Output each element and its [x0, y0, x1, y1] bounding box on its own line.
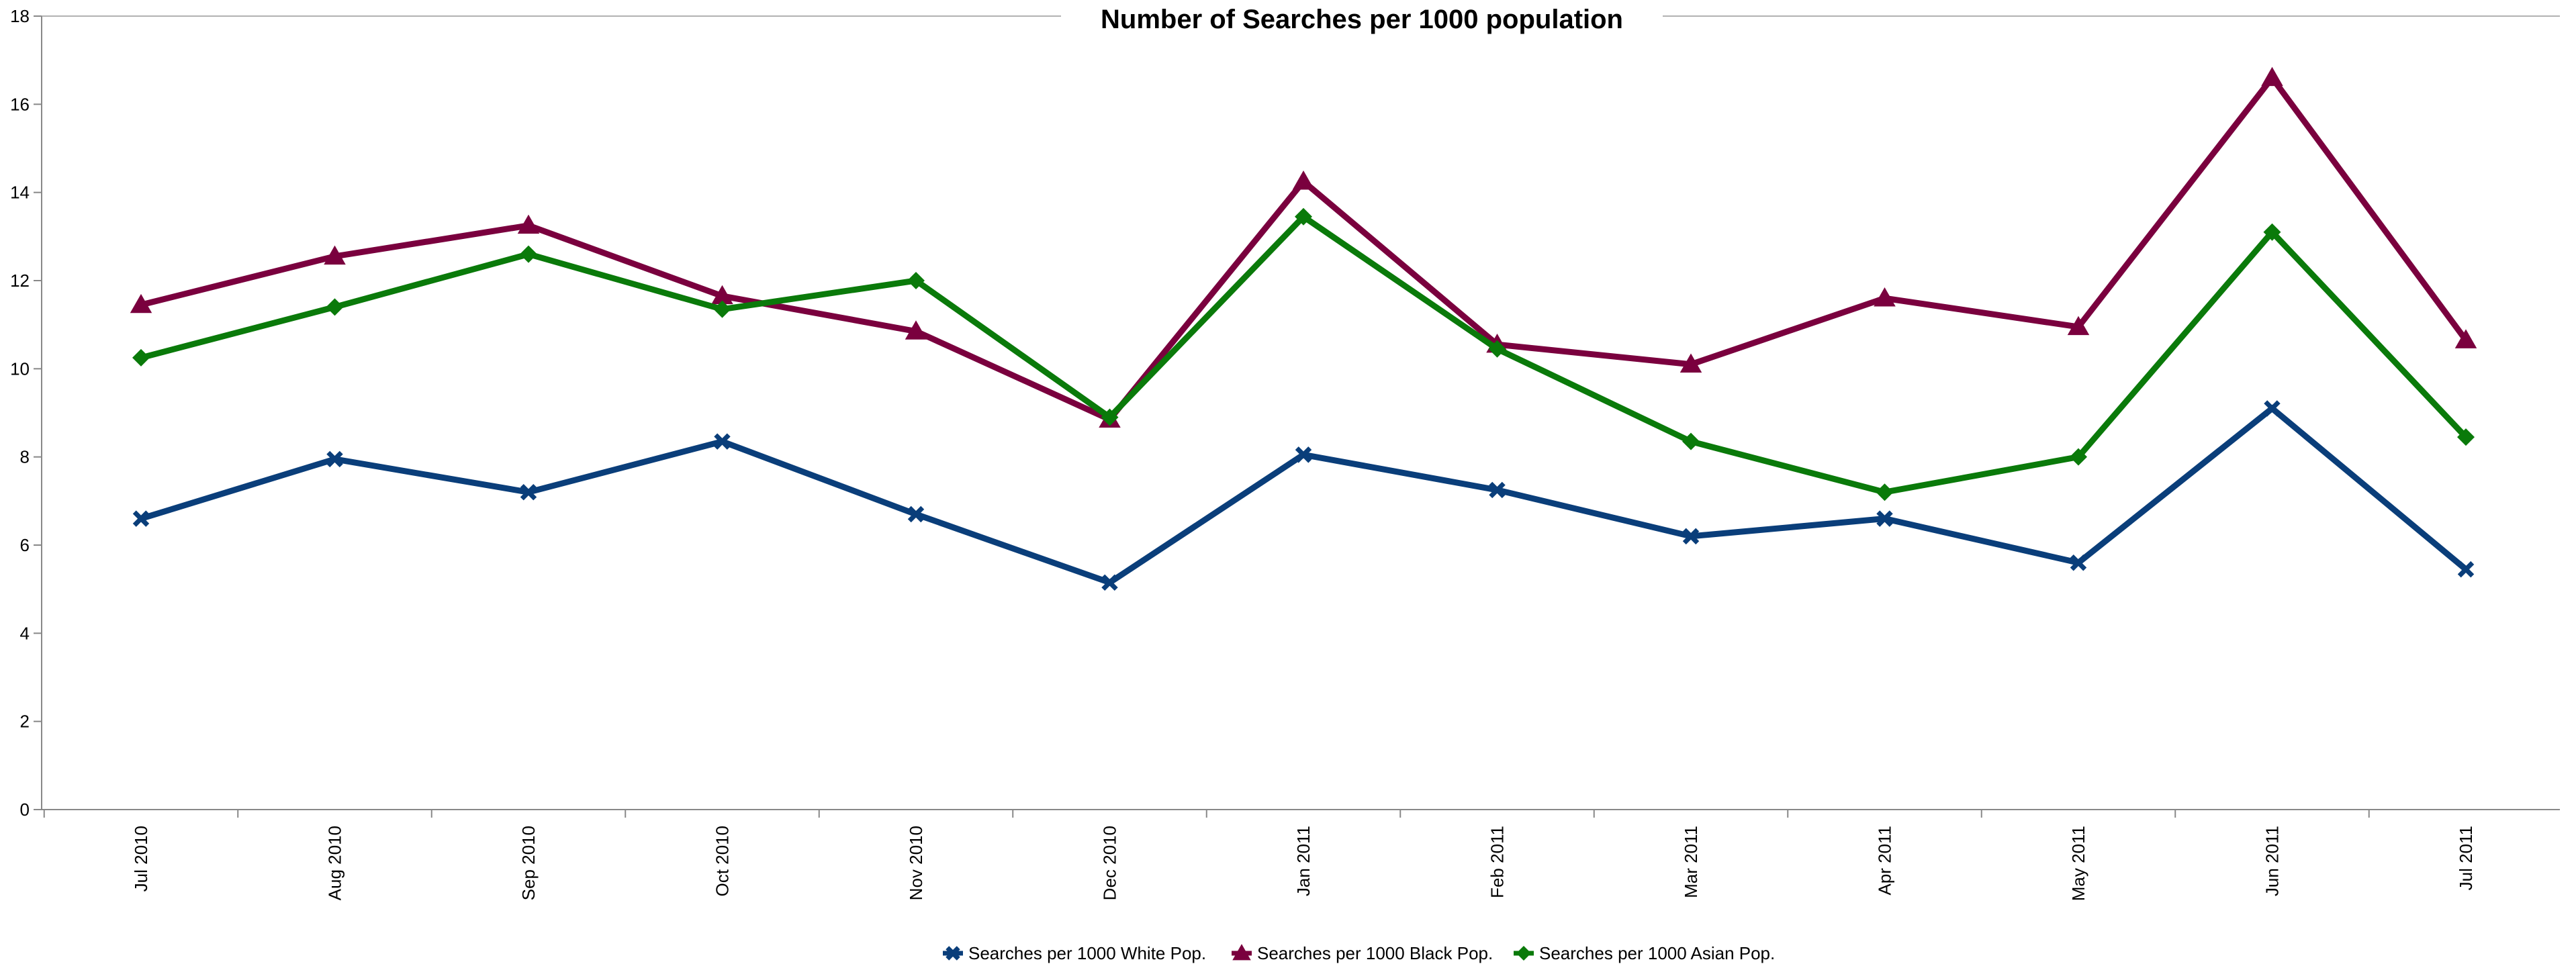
- marker-x-stroke: [326, 450, 343, 468]
- legend-label: Searches per 1000 Black Pop.: [1257, 943, 1493, 963]
- x-tick-label: Oct 2010: [712, 826, 733, 897]
- marker-diamond: [2457, 428, 2475, 446]
- marker-x: [2264, 400, 2281, 417]
- marker-diamond: [1876, 483, 1894, 501]
- x-tick-label: Jun 2011: [2262, 826, 2283, 896]
- marker-x-stroke: [520, 483, 537, 501]
- marker-x-stroke: [2070, 554, 2087, 571]
- marker-triangle: [517, 214, 540, 234]
- marker-x-stroke: [1295, 446, 1312, 463]
- x-tick-label: Nov 2010: [906, 826, 926, 900]
- x-axis-ticks: Jul 2010 Aug 2010 Sep 2010 Oct 2010 Nov 2010…: [43, 810, 2476, 901]
- marker-x: [326, 450, 343, 468]
- marker-x-stroke: [907, 505, 925, 523]
- marker-triangle: [1874, 287, 1896, 307]
- marker-diamond: [2070, 448, 2087, 466]
- marker-x: [2070, 554, 2087, 571]
- marker-x-stroke: [714, 433, 731, 450]
- marker-x: [714, 433, 731, 450]
- marker-diamond: [520, 245, 537, 263]
- marker-x: [1876, 510, 1893, 527]
- y-tick-label: 4: [20, 623, 30, 643]
- marker-diamond: [1488, 340, 1506, 358]
- marker-x-stroke: [1489, 481, 1506, 499]
- marker-diamond: [1101, 408, 1119, 426]
- y-tick-label: 12: [10, 271, 30, 291]
- series-line: [140, 212, 2469, 495]
- y-tick-label: 14: [10, 183, 30, 203]
- marker-triangle: [1232, 944, 1251, 961]
- x-tick-label: Aug 2010: [325, 826, 345, 900]
- legend-label: Searches per 1000 White Pop.: [968, 943, 1206, 963]
- marker-x: [2457, 561, 2475, 578]
- y-tick-label: 2: [20, 712, 30, 732]
- y-tick-label: 10: [10, 358, 30, 379]
- marker-triangle: [2261, 66, 2283, 87]
- marker-diamond: [132, 348, 150, 367]
- series-2: [132, 207, 2475, 501]
- marker-x-stroke: [2457, 561, 2475, 578]
- marker-x-stroke: [1101, 574, 1118, 591]
- x-tick-label: Jul 2010: [131, 826, 151, 891]
- series-line: [140, 72, 2469, 424]
- marker-diamond: [1682, 432, 1700, 450]
- marker-x: [520, 483, 537, 501]
- title-background: [1061, 3, 1663, 35]
- marker-diamond: [907, 272, 925, 289]
- marker-triangle: [1680, 353, 1702, 373]
- marker-diamond: [2263, 223, 2281, 241]
- series-line: [140, 404, 2468, 586]
- legend: Searches per 1000 White Pop. Searches per…: [943, 943, 1775, 963]
- marker-x-stroke: [2264, 400, 2281, 417]
- marker-x: [946, 946, 960, 961]
- marker-x: [1489, 481, 1506, 499]
- series-1: [130, 66, 2477, 428]
- legend-item: Searches per 1000 Black Pop.: [1232, 943, 1493, 963]
- marker-diamond: [326, 298, 344, 316]
- x-tick-label: Apr 2011: [1875, 826, 1895, 896]
- y-tick-label: 16: [10, 94, 30, 114]
- y-tick-label: 18: [10, 6, 30, 26]
- y-tick-label: 8: [20, 447, 30, 467]
- legend-item: Searches per 1000 White Pop.: [943, 943, 1206, 963]
- legend-label: Searches per 1000 Asian Pop.: [1539, 943, 1775, 963]
- marker-triangle: [711, 285, 733, 305]
- marker-triangle: [2454, 329, 2477, 348]
- chart-title: Number of Searches per 1000 population: [1101, 5, 1623, 34]
- marker-x-stroke: [132, 510, 150, 527]
- marker-triangle: [2067, 316, 2090, 336]
- marker-x: [1101, 574, 1118, 591]
- marker-x-stroke: [946, 946, 960, 961]
- y-tick-label: 0: [20, 800, 30, 820]
- series-group: [130, 66, 2477, 591]
- marker-x: [907, 505, 925, 523]
- marker-diamond: [713, 300, 731, 318]
- marker-diamond: [1295, 207, 1312, 226]
- x-tick-label: Jul 2011: [2456, 826, 2476, 890]
- marker-triangle: [130, 293, 152, 313]
- x-tick-label: Sep 2010: [518, 826, 539, 900]
- marker-diamond: [1516, 946, 1531, 961]
- x-tick-label: Dec 2010: [1100, 826, 1120, 900]
- y-axis-ticks: 0 2 4 6 8 10 12 14 16 18: [10, 6, 42, 820]
- marker-x: [132, 510, 150, 527]
- y-tick-label: 6: [20, 535, 30, 555]
- marker-x-stroke: [1682, 528, 1700, 545]
- series-0: [132, 400, 2475, 591]
- legend-item: Searches per 1000 Asian Pop.: [1514, 943, 1775, 963]
- x-tick-label: Feb 2011: [1487, 826, 1508, 898]
- marker-triangle: [324, 245, 346, 265]
- marker-triangle: [905, 320, 927, 340]
- marker-triangle: [1292, 171, 1315, 190]
- marker-x-stroke: [1876, 510, 1893, 527]
- x-tick-label: May 2011: [2068, 826, 2088, 901]
- x-tick-label: Jan 2011: [1293, 826, 1314, 896]
- marker-x: [1295, 446, 1312, 463]
- axes: [41, 15, 2560, 810]
- marker-x: [1682, 528, 1700, 545]
- x-tick-label: Mar 2011: [1681, 826, 1701, 898]
